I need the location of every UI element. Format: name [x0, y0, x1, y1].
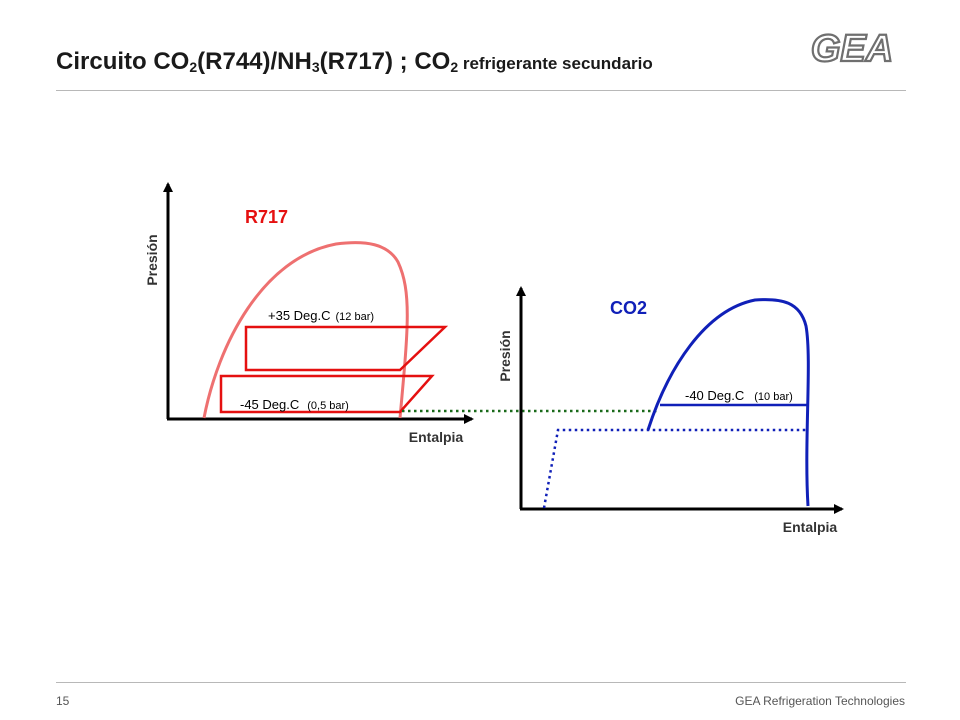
co2-label: CO2 [610, 298, 647, 318]
co2-pressure: (10 bar) [754, 391, 793, 403]
r717-high-temp: +35 Deg.C [268, 308, 331, 323]
title-part-a: Circuito CO [56, 48, 190, 75]
r717-low-pressure: (0,5 bar) [307, 400, 349, 412]
title-part-d: refrigerante secundario [458, 54, 653, 73]
r717-saturation-dome [202, 241, 409, 419]
header-divider [56, 90, 906, 91]
r717-low-temp: -45 Deg.C [240, 397, 299, 412]
title-part-c: (R717) ; CO [319, 48, 451, 75]
r717-low-pressure-cycle [219, 374, 435, 414]
r717-xlabel: Entalpia [409, 429, 464, 445]
co2-xlabel: Entalpia [783, 519, 838, 535]
title-part-b: (R744)/NH [197, 48, 312, 75]
r717-low-condition: -45 Deg.C (0,5 bar) [240, 397, 349, 412]
r717-high-condition: +35 Deg.C (12 bar) [268, 308, 374, 323]
footer-brand: GEA Refrigeration Technologies [735, 694, 905, 708]
co2-condition: -40 Deg.C (10 bar) [685, 388, 793, 403]
footer-divider [56, 682, 906, 683]
r717-diagram: Presión Entalpia R717 +35 Deg.C (12 bar) … [144, 182, 474, 445]
r717-high-pressure: (12 bar) [336, 311, 375, 323]
page-number: 15 [56, 694, 70, 708]
co2-ylabel: Presión [497, 330, 513, 381]
co2-saturation-dome [646, 298, 810, 507]
co2-temp: -40 Deg.C [685, 388, 744, 403]
title-sub-a: 2 [189, 59, 198, 75]
r717-high-pressure-cycle [244, 325, 449, 372]
gea-logo-text: GEA [811, 28, 893, 68]
r717-ylabel: Presión [144, 234, 160, 285]
gea-logo: GEA [810, 28, 895, 68]
co2-dotted-line [542, 428, 808, 509]
title-sub-b: 3 [311, 59, 320, 75]
r717-label: R717 [245, 207, 288, 227]
title-sub-c: 2 [450, 59, 459, 75]
co2-diagram: Presión Entalpia CO2 -40 Deg.C (10 bar) [497, 286, 844, 535]
slide-title: Circuito CO2(R744)/NH3(R717) ; CO2 refri… [56, 48, 653, 75]
